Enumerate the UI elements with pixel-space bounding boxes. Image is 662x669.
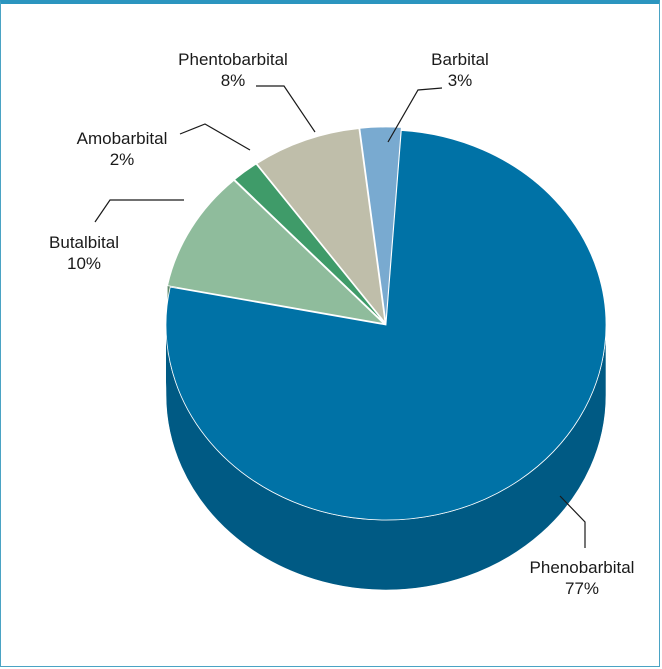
label-name-amobarbital: Amobarbital bbox=[77, 129, 168, 148]
slice-phentobarbital bbox=[256, 128, 386, 324]
label-name-barbital: Barbital bbox=[431, 50, 489, 69]
leader-butalbital bbox=[94, 199, 184, 223]
slice-labels: Phenobarbital 77% Butalbital 10% Amobarbital… bbox=[49, 50, 634, 598]
label-value-amobarbital: 2% bbox=[110, 150, 135, 169]
label-name-butalbital: Butalbital bbox=[49, 233, 119, 252]
slice-butalbital bbox=[167, 179, 385, 325]
label-value-phenobarbital: 77% bbox=[565, 579, 599, 598]
leader-phenobarbital bbox=[559, 495, 586, 548]
leader-barbital bbox=[387, 87, 443, 143]
label-value-butalbital: 10% bbox=[67, 254, 101, 273]
label-name-phentobarbital: Phentobarbital bbox=[178, 50, 288, 69]
slice-amobarbital bbox=[234, 163, 385, 323]
leader-phentobarbital bbox=[256, 85, 316, 133]
label-name-phenobarbital: Phenobarbital bbox=[530, 558, 635, 577]
slice-phenobarbital bbox=[165, 130, 607, 521]
label-leaders bbox=[94, 85, 586, 548]
pie-tops bbox=[165, 126, 607, 521]
label-value-phentobarbital: 8% bbox=[221, 71, 246, 90]
slice-barbital bbox=[359, 126, 402, 323]
leader-amobarbital bbox=[179, 123, 251, 151]
label-value-barbital: 3% bbox=[448, 71, 473, 90]
